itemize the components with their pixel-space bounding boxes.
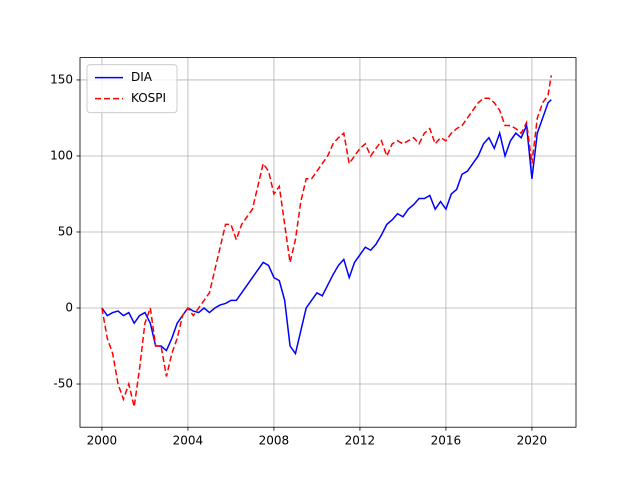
legend-label: KOSPI <box>131 91 166 105</box>
y-tick-label: 50 <box>58 224 73 238</box>
series-line <box>101 99 552 356</box>
x-tick-label: 2004 <box>173 434 204 448</box>
x-tick-label: 2000 <box>87 434 118 448</box>
legend: DIA KOSPI <box>86 64 178 114</box>
y-tick-label: -50 <box>53 377 73 391</box>
x-tick-label: 2008 <box>259 434 290 448</box>
y-tick-label: 100 <box>50 148 73 162</box>
y-tick-label: 0 <box>65 301 73 315</box>
legend-box <box>86 64 178 114</box>
plot-lines <box>101 75 553 408</box>
axes-frame <box>79 57 577 428</box>
y-tick-label: 150 <box>50 72 73 86</box>
x-tick-label: 2020 <box>517 434 548 448</box>
grid <box>80 57 576 428</box>
x-tick-label: 2016 <box>431 434 462 448</box>
legend-label: DIA <box>131 70 153 84</box>
x-tick-label: 2012 <box>345 434 376 448</box>
ticks: -50 0 50 100 150 2000 2004 2008 2012 2016 2020 <box>50 72 547 447</box>
series-line <box>101 75 553 408</box>
